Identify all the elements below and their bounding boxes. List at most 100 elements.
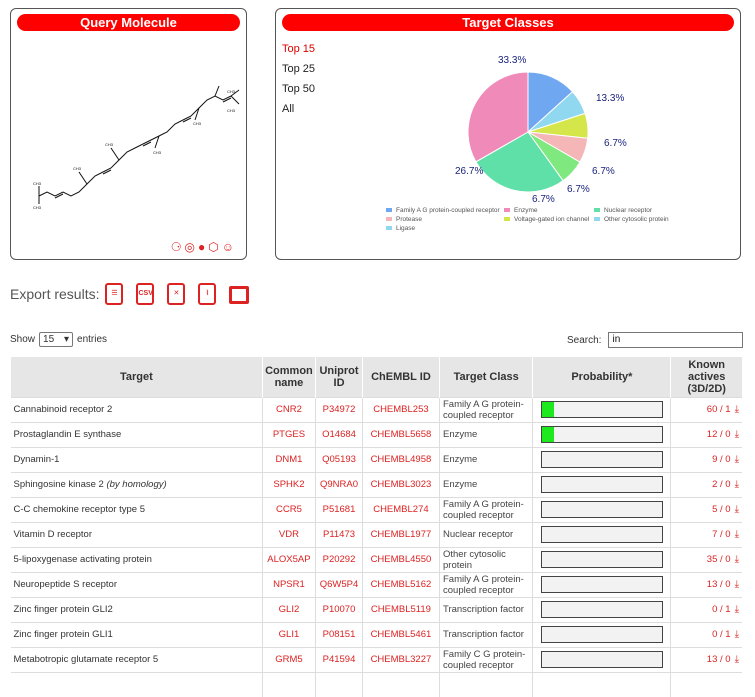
column-header-uniprot-id[interactable]: Uniprot ID xyxy=(315,357,363,397)
pie-slice[interactable] xyxy=(475,131,564,193)
download-icon[interactable]: ⤓ xyxy=(734,604,739,615)
known-actives-link[interactable]: 5 / 0 xyxy=(712,504,731,515)
uniprot-link[interactable]: Q05193 xyxy=(315,446,363,472)
smiley-icon[interactable]: ☺ xyxy=(221,240,234,254)
uniprot-link[interactable]: O14684 xyxy=(315,421,363,447)
table-row: Vitamin D receptor VDR P11473 CHEMBL1977 Nu… xyxy=(10,521,742,547)
legend-item[interactable]: Nuclear receptor xyxy=(594,207,652,214)
uniprot-link[interactable]: P34972 xyxy=(315,396,363,422)
common-name-link[interactable]: CCR5 xyxy=(261,496,316,522)
uniprot-link[interactable]: P51681 xyxy=(315,496,363,522)
download-icon[interactable]: ⤓ xyxy=(734,454,739,465)
known-actives-link[interactable]: 60 / 1 xyxy=(706,404,731,415)
uniprot-link[interactable]: P41594 xyxy=(315,646,363,672)
known-actives-link[interactable]: 0 / 1 xyxy=(712,629,731,640)
common-name-link[interactable]: PTGES xyxy=(261,421,316,447)
known-actives-link[interactable]: 7 / 0 xyxy=(712,529,731,540)
top-option-50[interactable]: Top 50 xyxy=(282,83,316,95)
common-name-link[interactable]: NPSR1 xyxy=(261,571,316,597)
known-actives-link[interactable]: 35 / 0 xyxy=(706,554,731,565)
pie-slice-label: 26.7% xyxy=(455,166,483,177)
column-header-target[interactable]: Target xyxy=(10,357,263,397)
chembl-link[interactable]: CHEMBL3023 xyxy=(361,471,440,497)
probability-cell xyxy=(532,646,671,672)
top-option-all[interactable]: All xyxy=(282,103,295,115)
common-name-link[interactable]: SPHK2 xyxy=(261,471,316,497)
download-icon[interactable]: ⤓ xyxy=(734,629,739,640)
column-header-target-class[interactable]: Target Class xyxy=(438,357,533,397)
uniprot-link[interactable]: Q6W5P4 xyxy=(315,571,363,597)
common-name-link[interactable]: GLI1 xyxy=(261,621,316,647)
download-icon[interactable]: ⤓ xyxy=(734,654,739,665)
known-actives-link[interactable]: 13 / 0 xyxy=(706,579,731,590)
common-name-link[interactable]: GRM5 xyxy=(261,646,316,672)
known-actives-link[interactable]: 9 / 0 xyxy=(712,454,731,465)
uniprot-link[interactable]: Q9NRA0 xyxy=(315,471,363,497)
legend-swatch xyxy=(386,226,392,231)
pill-icon[interactable]: ● xyxy=(198,240,206,254)
chembl-link[interactable]: CHEMBL5658 xyxy=(361,421,440,447)
top-option-15[interactable]: Top 15 xyxy=(282,43,316,55)
probability-bar xyxy=(540,626,663,643)
probability-bar xyxy=(540,501,663,518)
legend-item[interactable]: Protease xyxy=(386,216,422,223)
download-icon[interactable]: ⤓ xyxy=(734,579,739,590)
known-actives-link[interactable]: 0 / 1 xyxy=(712,604,731,615)
results-table: Target Common name Uniprot ID ChEMBL ID … xyxy=(10,357,742,697)
column-header-probability[interactable]: Probability* xyxy=(532,357,671,397)
common-name-link[interactable]: ALOX5AP xyxy=(261,546,316,572)
uniprot-link[interactable]: P11473 xyxy=(315,521,363,547)
target-cell: Zinc finger protein GLI2 xyxy=(10,596,263,622)
chembl-link[interactable]: CHEMBL274 xyxy=(361,496,440,522)
column-header-common-name[interactable]: Common name xyxy=(261,357,316,397)
known-actives-link[interactable]: 2 / 0 xyxy=(712,479,731,490)
column-header-chembl-id[interactable]: ChEMBL ID xyxy=(361,357,440,397)
probability-cell xyxy=(532,446,671,472)
chembl-link[interactable]: CHEMBL3227 xyxy=(361,646,440,672)
download-icon[interactable]: ⤓ xyxy=(734,504,739,515)
target-icon[interactable]: ◎ xyxy=(184,240,195,254)
uniprot-link[interactable]: P20292 xyxy=(315,546,363,572)
pie-slice-label: 6.7% xyxy=(532,194,555,205)
common-name-link[interactable]: CNR2 xyxy=(261,396,316,422)
clipboard-icon[interactable]: ☰ xyxy=(105,283,124,305)
chembl-link[interactable]: CHEMBL4550 xyxy=(361,546,440,572)
csv-icon[interactable]: CSV xyxy=(136,283,155,305)
legend-item[interactable]: Family A G protein-coupled receptor xyxy=(386,207,500,214)
common-name-link[interactable]: DNM1 xyxy=(261,446,316,472)
download-icon[interactable]: ⤓ xyxy=(734,529,739,540)
people-icon[interactable]: ⚆ xyxy=(170,240,182,254)
query-molecule-title: Query Molecule xyxy=(17,14,240,31)
common-name-link[interactable]: GLI2 xyxy=(261,596,316,622)
known-actives-link[interactable]: 12 / 0 xyxy=(706,429,731,440)
excel-icon[interactable]: ✕ xyxy=(167,283,186,305)
entries-select[interactable]: 15 xyxy=(39,332,74,347)
chembl-link[interactable]: CHEMBL5162 xyxy=(361,571,440,597)
hexagon-icon[interactable]: ⬡ xyxy=(208,240,219,254)
legend-item[interactable]: Other cytosolic protein xyxy=(594,216,669,223)
download-icon[interactable]: ⤓ xyxy=(734,429,739,440)
pdf-icon[interactable]: ⌇ xyxy=(198,283,217,305)
known-actives-cell: 7 / 0 ⤓ xyxy=(670,521,742,547)
chembl-link[interactable]: CHEMBL1977 xyxy=(361,521,440,547)
known-actives-link[interactable]: 13 / 0 xyxy=(706,654,731,665)
chembl-link[interactable]: CHEMBL253 xyxy=(361,396,440,422)
legend-item[interactable]: Enzyme xyxy=(504,207,537,214)
pie-slice[interactable] xyxy=(467,71,529,163)
chembl-link[interactable]: CHEMBL5119 xyxy=(361,596,440,622)
chembl-link[interactable]: CHEMBL5461 xyxy=(361,621,440,647)
legend-item[interactable]: Voltage-gated ion channel xyxy=(504,216,589,223)
column-header-known-actives[interactable]: Known actives (3D/2D) xyxy=(670,357,742,397)
chembl-link[interactable]: CHEMBL4958 xyxy=(361,446,440,472)
target-class-cell: Transcription factor xyxy=(438,596,533,622)
legend-item[interactable]: Ligase xyxy=(386,225,415,232)
search-input[interactable]: in xyxy=(608,332,744,348)
download-icon[interactable]: ⤓ xyxy=(734,554,739,565)
top-option-25[interactable]: Top 25 xyxy=(282,63,316,75)
common-name-link[interactable]: VDR xyxy=(261,521,316,547)
uniprot-link[interactable]: P10070 xyxy=(315,596,363,622)
download-icon[interactable]: ⤓ xyxy=(734,479,739,490)
uniprot-link[interactable]: P08151 xyxy=(315,621,363,647)
download-icon[interactable]: ⤓ xyxy=(734,404,739,415)
print-icon[interactable] xyxy=(229,286,250,304)
